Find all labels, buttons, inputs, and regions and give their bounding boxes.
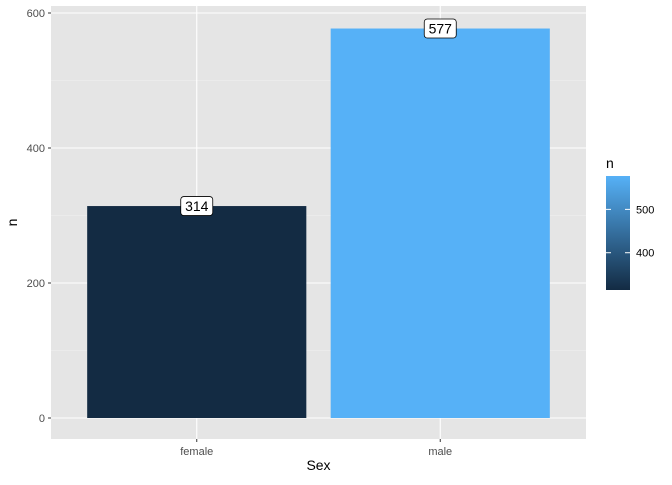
bar-female <box>87 206 307 418</box>
y-tick-label: 600 <box>27 8 45 20</box>
legend-tick-label: 500 <box>636 204 654 216</box>
data-label-female: 314 <box>180 196 214 216</box>
data-label-male: 577 <box>423 18 457 39</box>
axes: 0 200 400 600 female male <box>27 8 453 458</box>
legend-tick-label: 400 <box>636 248 654 260</box>
x-tick-label: female <box>180 446 213 458</box>
y-tick-label: 400 <box>27 143 45 155</box>
legend-title: n <box>606 155 614 171</box>
y-axis-title: n <box>4 219 20 227</box>
data-label-text: 314 <box>185 198 209 214</box>
bar-male <box>330 28 550 419</box>
bars <box>87 28 550 419</box>
legend-colorbar <box>606 176 630 290</box>
data-label-box <box>423 18 457 39</box>
y-tick-label: 200 <box>27 278 45 290</box>
x-axis-title: Sex <box>306 457 330 473</box>
data-label-text: 577 <box>429 21 453 37</box>
x-tick-label: male <box>428 446 452 458</box>
data-labels: 314 577 <box>180 18 457 216</box>
y-tick-label: 0 <box>39 413 45 425</box>
data-label-box <box>180 196 214 216</box>
legend: n 400 500 <box>606 155 654 290</box>
